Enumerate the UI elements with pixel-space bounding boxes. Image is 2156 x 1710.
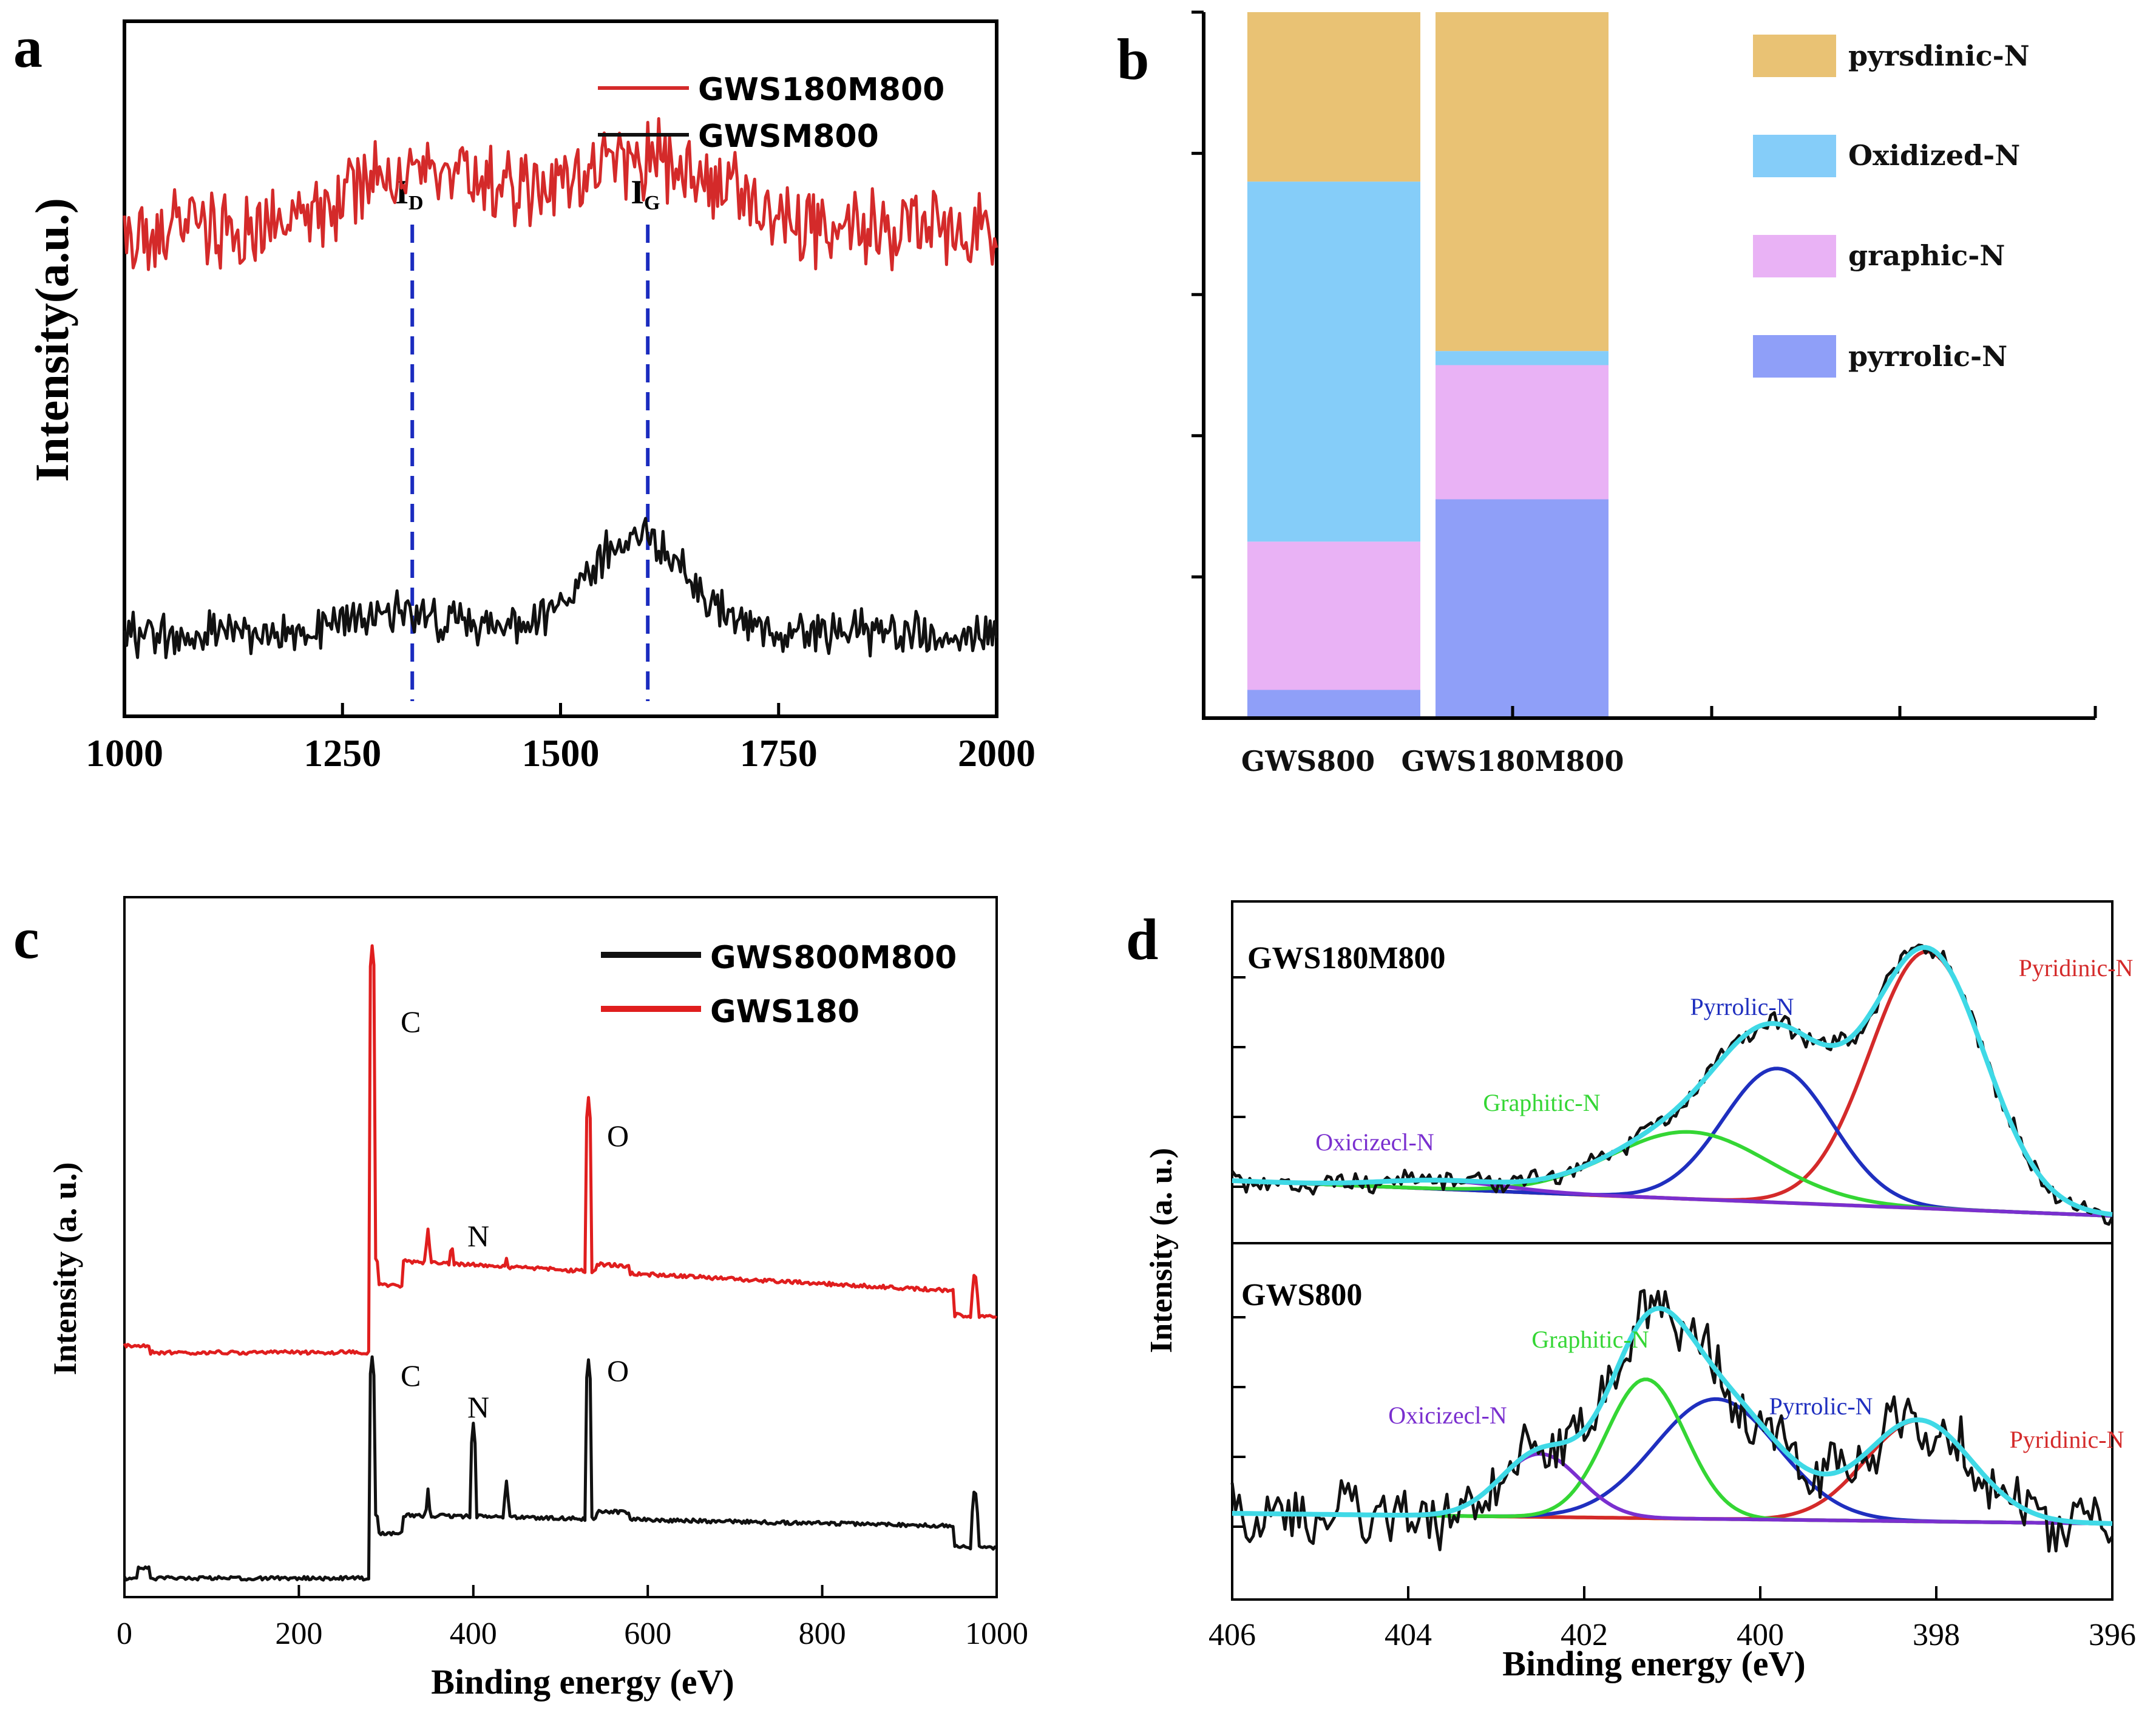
panel-b-x-ticks xyxy=(1511,706,2097,718)
panel-d-curves xyxy=(1230,943,2114,1553)
component-label-gws180m800-pyrrolic-n: Pyrrolic-N xyxy=(1690,993,1794,1020)
panel-d-x-tick-label-402: 402 xyxy=(1561,1618,1608,1652)
component-curve-gws800-pyrrolic-n xyxy=(1232,1397,2113,1525)
panel-b-legend: pyrsdinic-N Oxidized-N graphic-N pyrroli… xyxy=(1753,35,2030,378)
legend-swatch-pyrsdinic-n xyxy=(1753,35,1836,77)
legend-label-pyrrolic-n: pyrrolic-N xyxy=(1848,340,2007,373)
panel-d-y-axis-title: Intensity (a. u.) xyxy=(1144,1148,1179,1353)
panel-d-y-ticks xyxy=(1232,976,1246,1528)
panel-d-subplot-label-top: GWS180M800 xyxy=(1247,941,1445,975)
panel-d-subplot-label-bottom: GWS800 xyxy=(1241,1278,1362,1312)
panel-c-legend: GWS800M800 GWS180 xyxy=(601,940,957,1030)
panel-b-letter: b xyxy=(1117,27,1149,92)
series-line-gws800m800 xyxy=(123,1355,997,1582)
component-label-gws180m800-graphitic-n: Graphitic-N xyxy=(1483,1089,1600,1116)
panel-c-letter: c xyxy=(13,906,39,971)
legend-label-graphic-n: graphic-N xyxy=(1848,239,2005,272)
legend-swatch-oxidized-n xyxy=(1753,135,1836,177)
panel-d-frame xyxy=(1231,900,2114,1601)
bar-segment-gws800-pyrrolic-n xyxy=(1247,690,1420,718)
bar-segment-gws800-graphic-n xyxy=(1247,541,1420,690)
peak-annotation-gws800m800-n: N xyxy=(467,1390,489,1424)
panel-d-n1s-fit-chart: d 406 404 402 400 398 396 Intensity (a. u.) B… xyxy=(1126,900,2136,1683)
envelope-fit-gws180m800 xyxy=(1232,945,2113,1217)
panel-d-x-tick-label-396: 396 xyxy=(2089,1618,2136,1652)
panel-a-letter: a xyxy=(13,15,42,80)
bar-segment-gws180m800-pyrsdinic-n xyxy=(1436,12,1609,351)
bar-segment-gws180m800-pyrrolic-n xyxy=(1436,499,1609,718)
component-label-gws180m800-oxicizecl-n: Oxicizecl-N xyxy=(1315,1128,1434,1156)
panel-b-stacked-bar-chart: b GWS800 GWS180M800 pyrsdinic-N Oxidized… xyxy=(1117,10,2097,778)
panel-c-x-tick-label-800: 800 xyxy=(799,1617,846,1651)
panel-b-category-gws800: GWS800 xyxy=(1241,745,1375,778)
peak-annotation-gws800m800-c: C xyxy=(401,1359,421,1393)
panel-d-x-tick-label-406: 406 xyxy=(1209,1618,1256,1652)
panel-a-x-tick-label-1500: 1500 xyxy=(522,731,600,775)
panel-c-x-tick-label-600: 600 xyxy=(624,1617,671,1651)
peak-annotation-gws180-o: O xyxy=(607,1119,629,1153)
legend-label-gws800m800: GWS800M800 xyxy=(710,940,957,976)
panel-b-category-gws180m800: GWS180M800 xyxy=(1401,745,1624,778)
series-line-gws180m800 xyxy=(123,117,998,271)
panel-d-x-tick-label-400: 400 xyxy=(1737,1618,1784,1652)
panel-c-x-tick-label-1000: 1000 xyxy=(965,1617,1028,1651)
panel-c-x-tick-label-400: 400 xyxy=(450,1617,497,1651)
panel-a-legend: GWS180M800 GWSM800 xyxy=(598,72,944,155)
panel-a-series xyxy=(123,117,998,659)
legend-label-oxidized-n: Oxidized-N xyxy=(1848,139,2020,172)
component-label-gws800-pyridinic-n: Pyridinic-N xyxy=(2010,1426,2124,1453)
panel-c-x-ticks: 0 200 400 600 800 1000 xyxy=(117,1585,1028,1651)
legend-swatch-pyrrolic-n xyxy=(1753,335,1836,378)
panel-c-xps-survey-chart: c 0 200 400 600 800 1000 Intensity (a. u.) Bi… xyxy=(13,896,1028,1702)
peak-marker-sub-g: G xyxy=(644,192,660,214)
panel-b-y-ticks xyxy=(1192,10,1204,578)
panel-d-x-tick-label-398: 398 xyxy=(1913,1618,1960,1652)
series-line-gws180 xyxy=(123,944,998,1356)
panel-d-x-axis-title: Binding energy (eV) xyxy=(1502,1644,1805,1683)
panel-a-x-tick-label-1000: 1000 xyxy=(86,731,163,775)
legend-label-gwsm800: GWSM800 xyxy=(698,118,879,155)
panel-a-x-ticks: 1000 1250 1500 1750 2000 xyxy=(86,703,1036,775)
bar-segment-gws800-oxidized-n xyxy=(1247,182,1420,542)
component-label-gws180m800-pyridinic-n: Pyridinic-N xyxy=(2019,954,2134,982)
envelope-fit-gws800 xyxy=(1232,1306,2113,1526)
panel-a-x-tick-label-1750: 1750 xyxy=(740,731,818,775)
legend-swatch-graphic-n xyxy=(1753,235,1836,277)
component-label-gws800-oxicizecl-n: Oxicizecl-N xyxy=(1388,1402,1507,1429)
legend-label-gws180m800: GWS180M800 xyxy=(698,72,944,108)
panel-c-x-tick-label-0: 0 xyxy=(117,1617,132,1651)
legend-label-pyrsdinic-n: pyrsdinic-N xyxy=(1848,39,2030,72)
component-curve-gws800-graphitic-n xyxy=(1232,1377,2113,1525)
panel-a-x-tick-label-2000: 2000 xyxy=(958,731,1036,775)
panel-a-y-axis-title: Intensity(a.u.) xyxy=(25,198,78,482)
panel-a-raman-chart: a 1000 1250 1500 1750 2000 Intensity(a.u.) I… xyxy=(13,15,1036,775)
component-label-gws800-graphitic-n: Graphitic-N xyxy=(1531,1326,1649,1353)
bar-segment-gws180m800-oxidized-n xyxy=(1436,351,1609,365)
panel-d-x-ticks: 406 404 402 400 398 396 xyxy=(1209,1586,2136,1652)
panel-c-x-tick-label-200: 200 xyxy=(275,1617,322,1651)
panel-c-peak-annotations: C N O C N O xyxy=(401,1005,629,1424)
panel-c-x-axis-title: Binding energy (eV) xyxy=(431,1662,734,1702)
legend-label-gws180: GWS180 xyxy=(710,994,859,1030)
series-line-gwsm800 xyxy=(123,517,998,659)
bar-segment-gws800-pyrsdinic-n xyxy=(1247,12,1420,182)
panel-d-x-tick-label-404: 404 xyxy=(1385,1618,1432,1652)
peak-marker-sub-d: D xyxy=(408,192,424,214)
panel-a-x-tick-label-1250: 1250 xyxy=(303,731,381,775)
peak-annotation-gws800m800-o: O xyxy=(607,1354,629,1388)
panel-d-letter: d xyxy=(1126,907,1158,972)
component-label-gws800-pyrrolic-n: Pyrrolic-N xyxy=(1769,1393,1873,1420)
panel-c-series xyxy=(123,944,998,1582)
raw-data-gws800 xyxy=(1230,1289,2114,1553)
component-curve-gws180m800-pyridinic-n xyxy=(1232,949,2113,1216)
peak-annotation-gws180-n: N xyxy=(467,1219,489,1253)
panel-c-y-axis-title: Intensity (a. u.) xyxy=(47,1162,83,1375)
peak-annotation-gws180-c: C xyxy=(401,1005,421,1039)
panel-d-component-labels: Pyridinic-N Pyrrolic-N Graphitic-N Oxicizec… xyxy=(1315,954,2133,1453)
panel-b-bars xyxy=(1247,12,1609,718)
bar-segment-gws180m800-graphic-n xyxy=(1436,365,1609,500)
panel-c-frame xyxy=(123,896,998,1598)
